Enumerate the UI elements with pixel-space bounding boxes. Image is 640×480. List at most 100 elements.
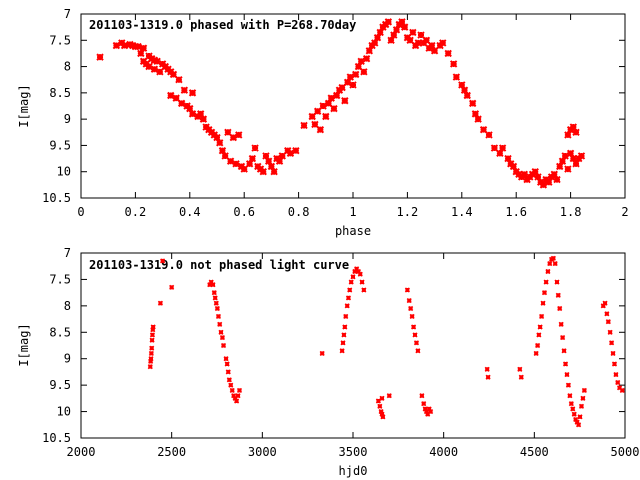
data-point: [148, 356, 154, 362]
y-tick-label: 8: [64, 299, 71, 313]
data-point: [406, 298, 412, 304]
x-tick-label: 2: [621, 205, 628, 219]
y-tick-label: 9: [64, 352, 71, 366]
x-tick-label: 0.2: [125, 205, 147, 219]
chart-title: 201103-1319.0 not phased light curve: [89, 258, 349, 272]
data-point: [406, 36, 414, 44]
data-point: [562, 361, 569, 367]
data-point: [537, 324, 543, 330]
data-point: [458, 81, 466, 89]
data-point: [564, 131, 572, 139]
data-point: [520, 170, 529, 179]
data-point: [605, 319, 611, 325]
data-point: [175, 76, 183, 84]
data-point: [169, 70, 178, 79]
data-point: [352, 268, 358, 275]
data-point: [324, 99, 333, 108]
data-point: [566, 149, 575, 158]
data-point: [228, 382, 234, 388]
data-point: [449, 60, 458, 68]
data-point: [327, 94, 335, 102]
data-point: [149, 332, 156, 338]
data-point: [226, 377, 232, 383]
unphased-light-curve-panel: 201103-1319.0 not phased light curve hjd…: [17, 246, 639, 478]
data-point: [341, 332, 347, 338]
x-tick-label: 1.2: [397, 205, 419, 219]
data-point: [213, 300, 219, 306]
y-tick-label: 9.5: [49, 378, 71, 392]
data-point: [342, 324, 348, 330]
data-point: [552, 261, 558, 267]
y-tick-label: 9.5: [49, 138, 71, 152]
data-point: [572, 128, 580, 136]
data-point: [561, 152, 569, 160]
data-point: [349, 81, 357, 89]
data-point: [362, 54, 371, 63]
data-point: [348, 279, 354, 285]
data-point: [540, 300, 546, 306]
data-point: [126, 40, 134, 49]
x-tick-label: 2000: [67, 445, 96, 459]
data-point: [286, 149, 295, 158]
data-point: [150, 65, 159, 73]
data-point: [147, 364, 153, 370]
data-point: [550, 170, 558, 179]
data-point: [541, 290, 548, 296]
axis-ticks: 0 0.2 0.4 0.6 0.8 1 1.2 1.4 1.6 1.8 2 7 7.5 8 8.5 9 9.5 1…: [42, 7, 629, 219]
data-point: [267, 162, 276, 171]
data-point: [553, 175, 561, 184]
data-point: [112, 41, 121, 50]
data-point: [412, 332, 418, 338]
data-point: [378, 409, 384, 415]
data-point: [400, 23, 409, 31]
data-point: [547, 261, 553, 267]
data-point: [264, 157, 273, 165]
data-point: [613, 372, 619, 378]
data-point: [545, 268, 551, 275]
data-point: [460, 86, 469, 94]
data-point: [275, 157, 284, 165]
data-point: [339, 348, 345, 354]
x-tick-label: 0.8: [288, 205, 310, 219]
y-tick-label: 8.5: [49, 86, 71, 100]
data-point: [574, 419, 580, 425]
data-point: [611, 361, 618, 367]
data-point: [413, 340, 420, 346]
data-point: [504, 154, 512, 163]
x-tick-label: 0.6: [233, 205, 255, 219]
data-point: [226, 157, 235, 165]
data-points: [147, 255, 625, 428]
data-point: [343, 313, 349, 319]
data-point: [576, 422, 582, 428]
data-point: [428, 41, 436, 50]
data-point: [211, 290, 217, 296]
data-point: [417, 31, 425, 39]
data-point: [498, 144, 507, 152]
data-point: [428, 409, 434, 415]
data-point: [270, 168, 278, 176]
data-point: [387, 36, 395, 44]
data-point: [564, 165, 572, 173]
data-point: [311, 120, 319, 129]
data-point: [229, 133, 238, 142]
data-point: [210, 282, 216, 288]
data-point: [344, 303, 350, 309]
data-point: [156, 68, 164, 76]
data-point: [409, 28, 417, 37]
data-point: [581, 387, 587, 393]
data-point: [248, 154, 257, 163]
data-point: [172, 94, 180, 102]
data-point: [319, 350, 325, 356]
data-point: [322, 112, 330, 121]
data-point: [343, 78, 352, 87]
data-point: [565, 382, 571, 388]
data-point: [235, 393, 241, 399]
data-point: [567, 393, 573, 399]
data-point: [536, 332, 542, 338]
data-point: [390, 31, 398, 39]
data-point: [471, 110, 480, 118]
y-tick-label: 7.5: [49, 272, 71, 286]
data-point: [96, 53, 104, 61]
data-point: [615, 379, 621, 386]
data-point: [422, 406, 428, 412]
